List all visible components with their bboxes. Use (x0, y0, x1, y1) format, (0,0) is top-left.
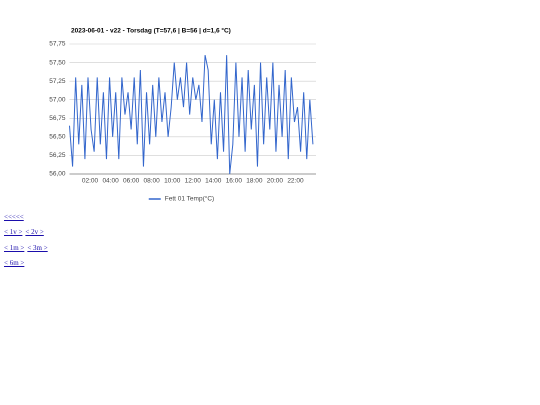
chart: 2023-06-01 - v22 - Torsdag (T=57,6 | B=5… (49, 27, 316, 203)
nav-row: <<<<< (4, 213, 51, 228)
nav-row: < 1m > < 3m > (4, 244, 51, 259)
y-tick-label: 56,75 (49, 115, 66, 122)
y-tick-label: 56,00 (49, 171, 66, 178)
x-tick-label: 14:00 (205, 178, 222, 185)
y-tick-label: 57,75 (49, 41, 66, 48)
nav-row: < 1v > < 2v > (4, 228, 51, 243)
nav-link[interactable]: < 6m > (4, 258, 25, 267)
x-tick-label: 04:00 (102, 178, 119, 185)
x-tick-label: 08:00 (144, 178, 161, 185)
y-tick-label: 57,50 (49, 59, 66, 66)
y-tick-label: 56,25 (49, 152, 66, 159)
x-tick-label: 20:00 (267, 178, 284, 185)
nav-row: < 6m > (4, 259, 51, 274)
x-tick-label: 02:00 (82, 178, 99, 185)
x-tick-label: 12:00 (185, 178, 202, 185)
x-tick-label: 18:00 (246, 178, 263, 185)
nav: <<<<< < 1v > < 2v > < 1m > < 3m > < 6m > (4, 213, 51, 274)
x-tick-label: 10:00 (164, 178, 181, 185)
chart-title: 2023-06-01 - v22 - Torsdag (T=57,6 | B=5… (71, 27, 231, 35)
x-tick-label: 16:00 (226, 178, 243, 185)
nav-link[interactable]: < 3m > (27, 243, 48, 252)
nav-link[interactable]: < 2v > (25, 228, 44, 237)
x-tick-label: 22:00 (287, 178, 304, 185)
y-tick-label: 56,50 (49, 134, 66, 141)
nav-link[interactable]: < 1m > (4, 243, 25, 252)
y-tick-label: 57,25 (49, 78, 66, 85)
legend-label: Fett 01 Temp(°C) (165, 195, 214, 203)
y-tick-label: 57,00 (49, 96, 66, 103)
nav-link[interactable]: <<<<< (4, 213, 24, 221)
x-tick-label: 06:00 (123, 178, 140, 185)
series-line (69, 55, 314, 175)
nav-link[interactable]: < 1v > (4, 228, 23, 237)
